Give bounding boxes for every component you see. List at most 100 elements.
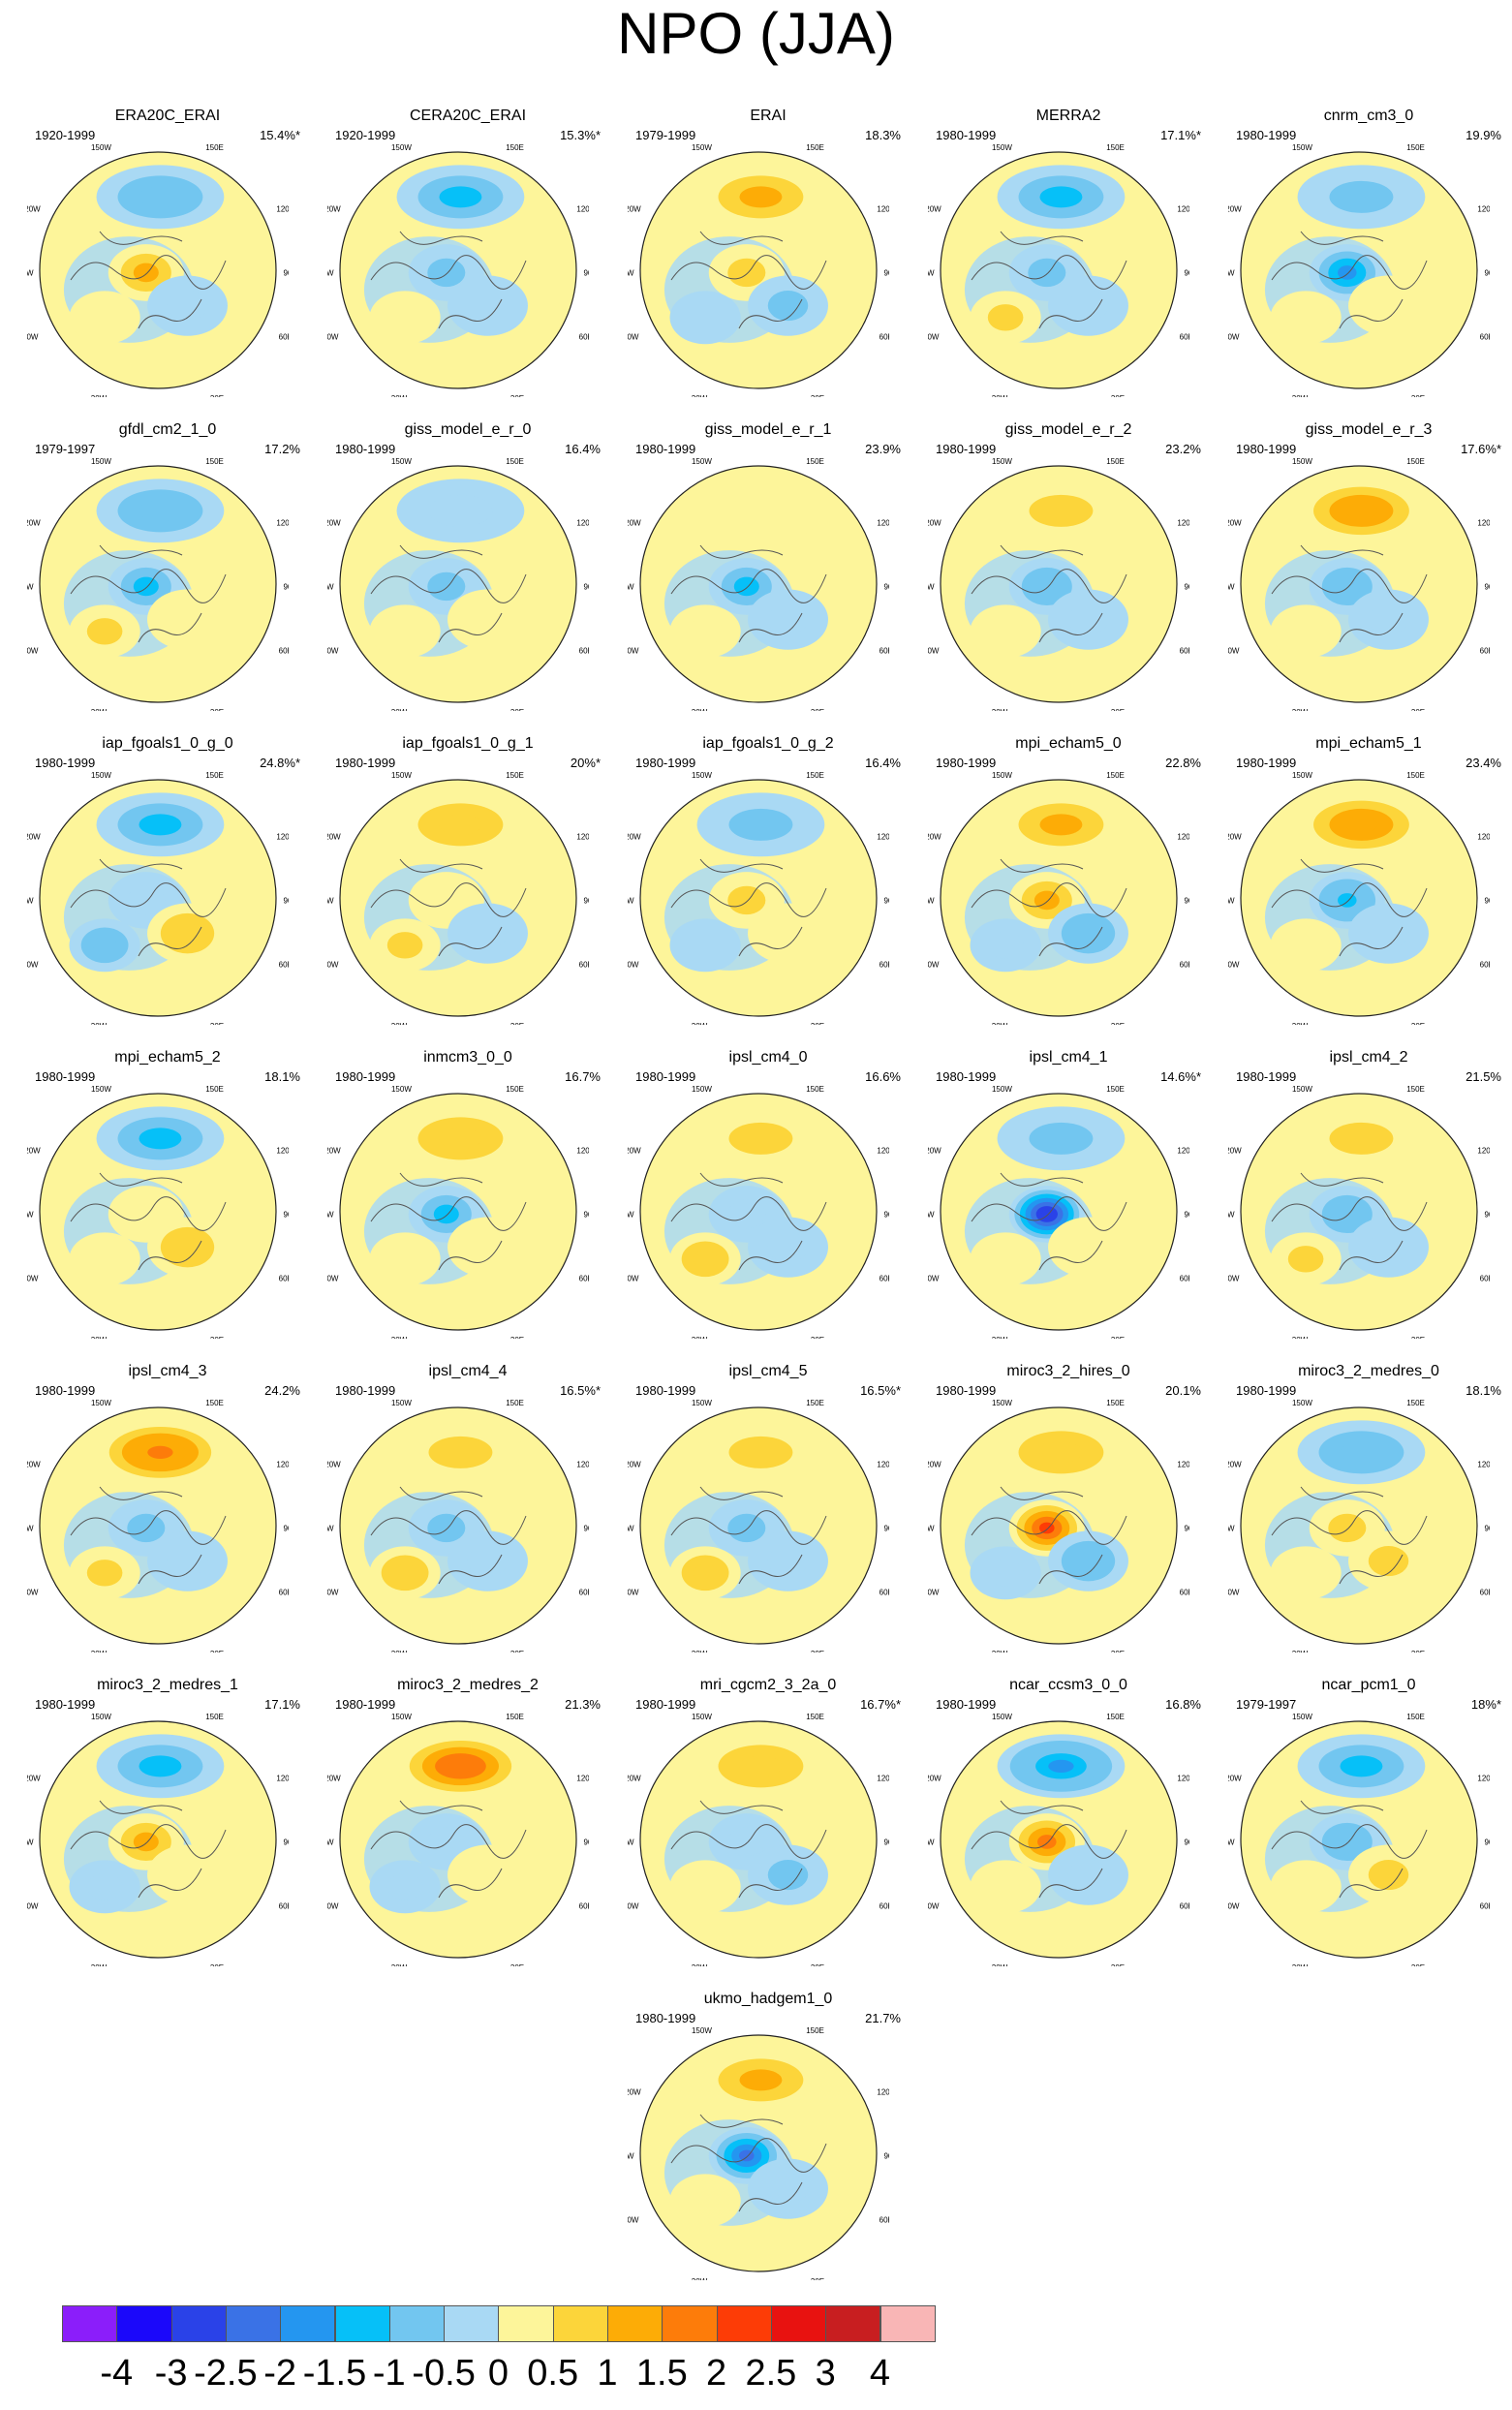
longitude-label: 120E <box>1177 519 1189 528</box>
figure-title: NPO (JJA) <box>617 1 895 66</box>
longitude-label: 30W <box>391 1650 408 1653</box>
anomaly-contour <box>1334 576 1360 597</box>
longitude-label: 90W <box>628 1838 634 1846</box>
map-border <box>1240 1406 1478 1645</box>
longitude-label: 150W <box>1292 1085 1312 1094</box>
longitude-label: 90W <box>628 2151 634 2160</box>
longitude-label: 30E <box>1111 1650 1125 1653</box>
polar-map: 180150W150E120W120E90W90E60W60E30W30E0 <box>27 1711 289 1966</box>
anomaly-contour <box>1368 918 1409 949</box>
coastline <box>971 1800 1127 1899</box>
anomaly-contour <box>1368 1232 1409 1263</box>
anomaly-contour <box>728 808 793 841</box>
panel-title: giss_model_e_r_1 <box>704 421 832 438</box>
longitude-label: 60W <box>928 1901 940 1910</box>
coastline <box>370 231 527 329</box>
panel-variance: 18.1% <box>1466 1383 1501 1398</box>
map-border <box>940 151 1178 389</box>
longitude-label: 60E <box>579 960 589 969</box>
longitude-label: 30W <box>391 708 408 711</box>
map-border <box>639 1093 878 1331</box>
anomaly-contour <box>1368 604 1409 635</box>
longitude-label: 60E <box>1480 332 1490 341</box>
anomaly-contour <box>693 1563 718 1582</box>
anomaly-contour <box>739 2069 783 2091</box>
map-panel: gfdl_cm2_1_0 1979-1997 17.2% 180 150W 150E 120… <box>27 420 308 711</box>
panel-period: 1980-1999 <box>335 442 396 456</box>
panel-variance: 17.6%* <box>1461 442 1501 456</box>
longitude-label: 90E <box>284 1210 289 1219</box>
anomaly-contour <box>727 885 766 915</box>
longitude-label: 150E <box>1406 771 1425 780</box>
longitude-label: 60E <box>279 646 289 655</box>
panel-period: 1980-1999 <box>936 442 997 456</box>
anomaly-contour <box>748 903 828 964</box>
anomaly-contour <box>669 291 741 345</box>
longitude-label: 90E <box>1185 582 1189 591</box>
longitude-label: 90W <box>1228 268 1235 277</box>
longitude-label: 30W <box>992 1650 1008 1653</box>
longitude-label: 30E <box>510 708 524 711</box>
polar-map: 180150W150E120W120E90W90E60W60E30W30E0 <box>928 769 1189 1025</box>
panel-variance: 16.4% <box>565 442 601 456</box>
colorbar-box <box>607 2305 663 2342</box>
longitude-label: 60W <box>1228 1901 1240 1910</box>
longitude-label: 30W <box>692 394 708 397</box>
longitude-label: 90W <box>928 1524 935 1532</box>
longitude-label: 30E <box>1411 1963 1425 1966</box>
panel-title: mri_cgcm2_3_2a_0 <box>699 1677 837 1693</box>
anomaly-contour <box>728 1122 793 1155</box>
longitude-label: 180 <box>752 2024 765 2025</box>
anomaly-contour <box>86 1246 123 1273</box>
longitude-label: 120E <box>276 1461 289 1469</box>
colorbar-box <box>879 2305 936 2342</box>
panel-title: CERA20C_ERAI <box>409 108 527 124</box>
panel-period: 1920-1999 <box>35 128 96 142</box>
longitude-label: 60E <box>579 332 589 341</box>
anomaly-contour <box>133 263 159 283</box>
longitude-label: 150E <box>506 1399 524 1407</box>
longitude-label: 150E <box>1106 457 1125 466</box>
anomaly-contour <box>467 1546 509 1577</box>
longitude-label: 180 <box>151 455 165 456</box>
polar-map: 180150W150E120W120E90W90E60W60E30W30E0 <box>1228 141 1490 397</box>
longitude-label: 30W <box>992 1336 1008 1339</box>
anomaly-contour <box>447 589 528 650</box>
longitude-label: 30W <box>992 708 1008 711</box>
map-border <box>339 779 577 1017</box>
longitude-label: 150W <box>91 457 111 466</box>
longitude-label: 180 <box>752 455 765 456</box>
anomaly-contour <box>439 1128 482 1150</box>
polar-map: 180150W150E120W120E90W90E60W60E30W30E0 <box>327 769 589 1025</box>
panel-variance: 19.9% <box>1466 128 1501 142</box>
longitude-label: 120E <box>576 833 589 842</box>
longitude-label: 120E <box>1477 833 1490 842</box>
longitude-label: 30W <box>91 394 108 397</box>
map-border <box>339 1093 577 1331</box>
anomaly-contour <box>970 1860 1041 1914</box>
panel-period: 1979-1997 <box>1236 1697 1297 1712</box>
longitude-label: 150W <box>1292 771 1312 780</box>
longitude-label: 90W <box>327 896 334 905</box>
longitude-label: 30E <box>210 1336 224 1339</box>
map-border <box>39 1093 277 1331</box>
longitude-label: 150E <box>1106 1399 1125 1407</box>
longitude-label: 60W <box>1228 1588 1240 1596</box>
longitude-label: 60E <box>879 646 889 655</box>
map-border <box>1240 151 1478 389</box>
longitude-label: 150E <box>506 1713 524 1721</box>
